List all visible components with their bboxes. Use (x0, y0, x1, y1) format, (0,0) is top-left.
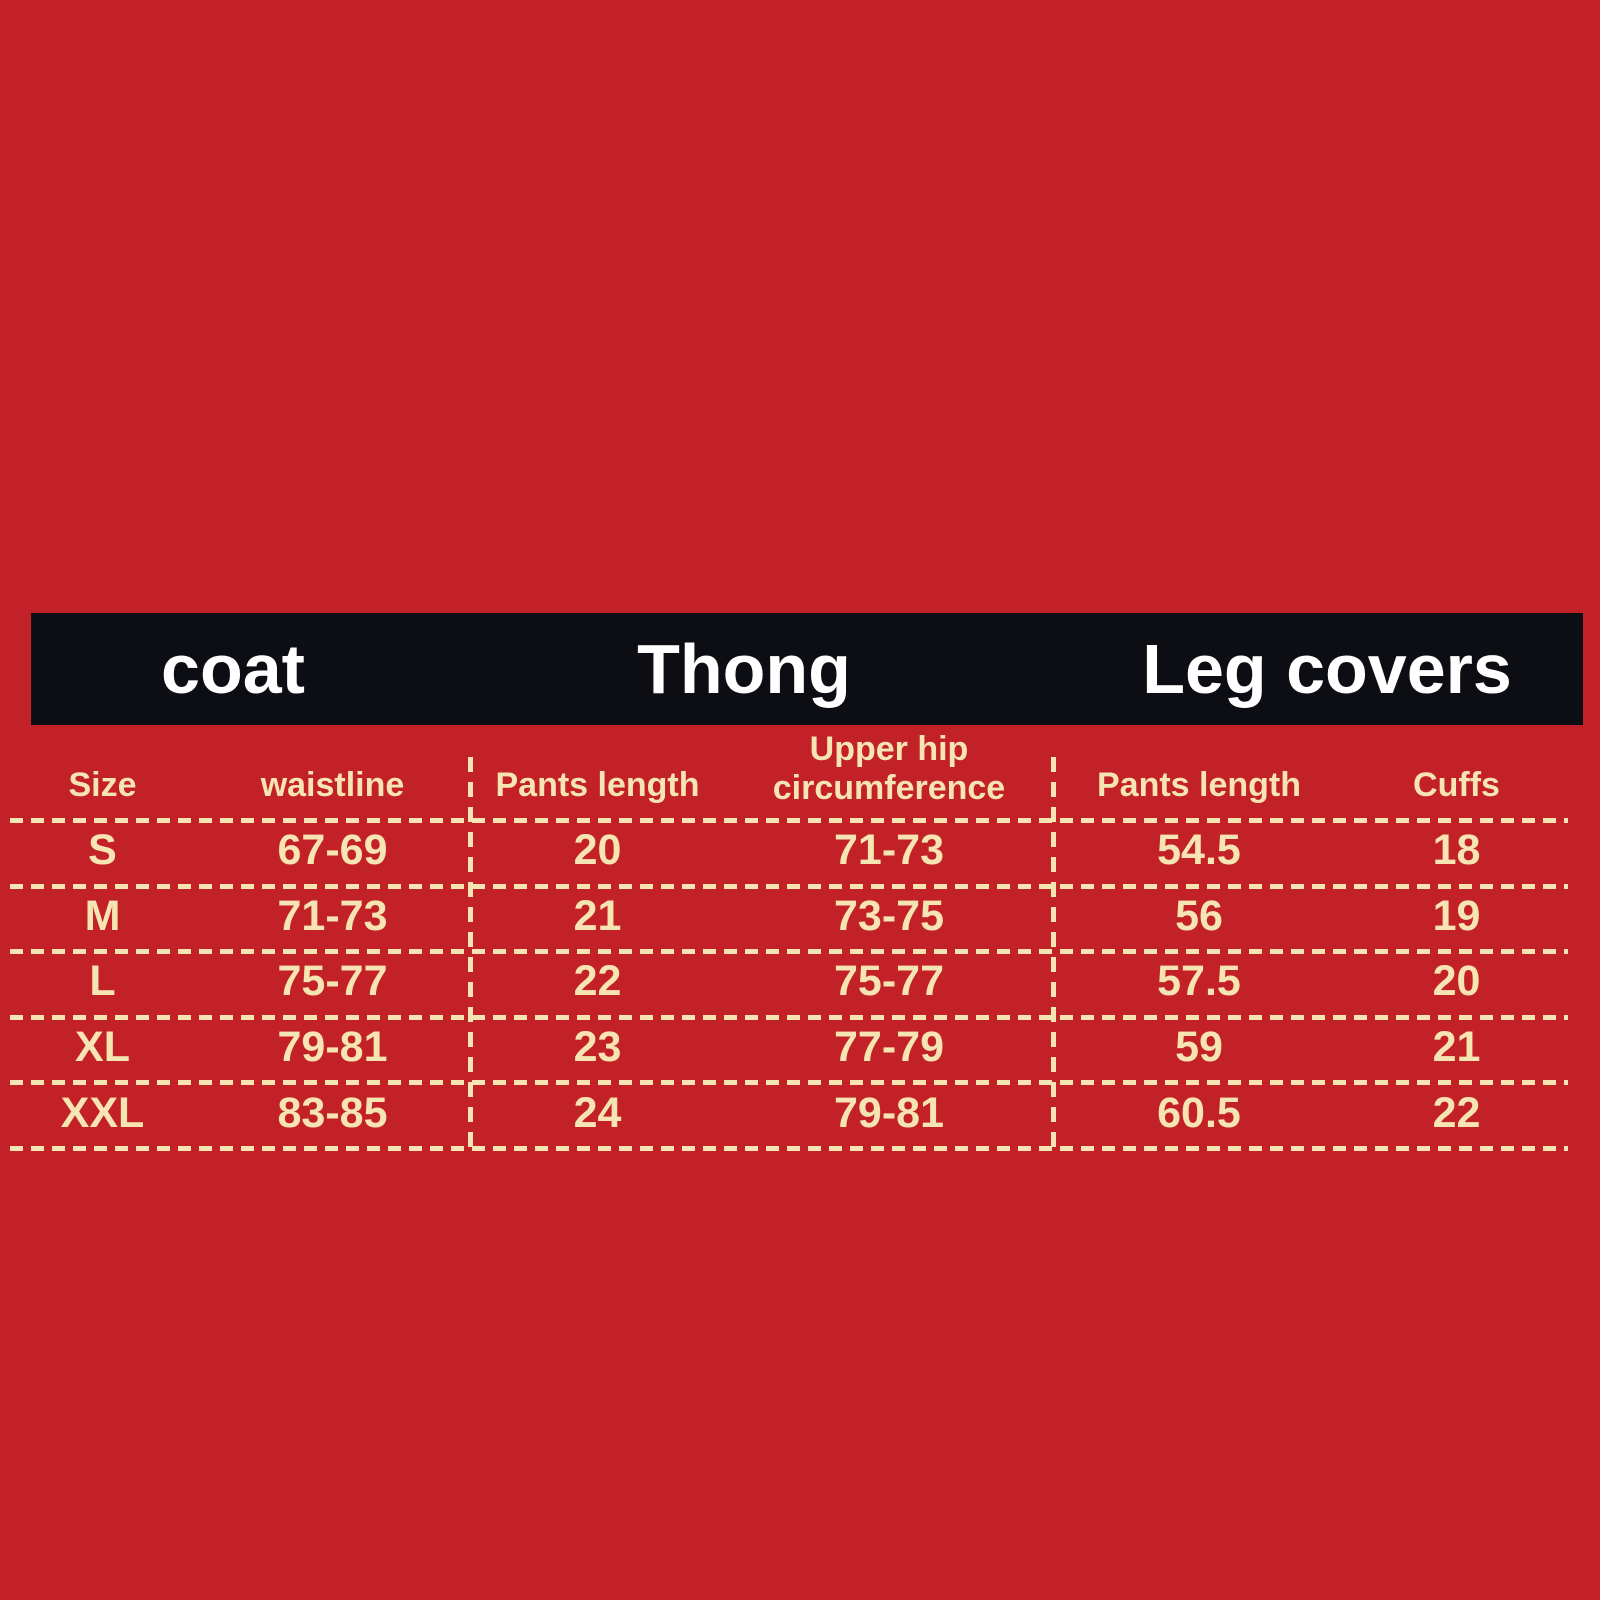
section-title-thong: Thong (637, 630, 851, 708)
cell-size: L (89, 957, 116, 1006)
section-title-coat: coat (161, 630, 305, 708)
column-header-thong-pants-length: Pants length (495, 766, 700, 804)
cell-cuffs: 20 (1432, 957, 1481, 1006)
cell-cuffs: 21 (1432, 1023, 1481, 1072)
cell-leg-pants-length: 59 (1175, 1023, 1223, 1072)
cell-leg-pants-length: 56 (1175, 891, 1223, 940)
row-divider (10, 1015, 1568, 1020)
cell-leg-pants-length: 60.5 (1157, 1088, 1241, 1137)
cell-waistline: 67-69 (277, 826, 388, 875)
row-divider (10, 949, 1568, 954)
cell-thong-pants-length: 23 (573, 1023, 622, 1072)
cell-waistline: 75-77 (277, 957, 388, 1006)
cell-upper-hip: 77-79 (834, 1023, 944, 1072)
cell-waistline: 71-73 (277, 891, 388, 940)
row-divider (10, 1146, 1568, 1151)
cell-thong-pants-length: 22 (573, 957, 622, 1006)
cell-upper-hip: 71-73 (834, 826, 944, 875)
cell-thong-pants-length: 24 (573, 1088, 622, 1137)
column-divider-thong-leg-covers (1051, 757, 1056, 1152)
cell-size: XXL (60, 1088, 145, 1137)
row-divider (10, 1080, 1568, 1085)
row-divider (10, 884, 1568, 889)
cell-waistline: 83-85 (277, 1088, 388, 1137)
size-table: Size waistline Pants length Upper hip ci… (10, 728, 1568, 1146)
column-header-waistline: waistline (260, 766, 405, 804)
cell-leg-pants-length: 57.5 (1157, 957, 1241, 1006)
cell-upper-hip: 79-81 (834, 1088, 944, 1137)
row-divider (10, 818, 1568, 823)
cell-size: M (84, 891, 121, 940)
section-title-bar: coat Thong Leg covers (31, 613, 1583, 725)
cell-size: S (88, 826, 117, 875)
cell-leg-pants-length: 54.5 (1157, 826, 1241, 875)
column-header-leg-pants-length: Pants length (1096, 766, 1302, 804)
cell-cuffs: 22 (1432, 1088, 1481, 1137)
cell-thong-pants-length: 21 (573, 891, 622, 940)
column-header-upper-hip-circumference: Upper hip circumference (772, 730, 1006, 807)
column-divider-coat-thong (468, 757, 473, 1152)
column-header-cuffs: Cuffs (1413, 766, 1500, 804)
cell-waistline: 79-81 (277, 1023, 388, 1072)
cell-upper-hip: 75-77 (834, 957, 944, 1006)
cell-upper-hip: 73-75 (834, 891, 944, 940)
cell-cuffs: 19 (1432, 891, 1481, 940)
column-header-size: Size (68, 766, 137, 804)
section-title-leg-covers: Leg covers (1142, 630, 1512, 708)
cell-thong-pants-length: 20 (573, 826, 622, 875)
cell-cuffs: 18 (1432, 826, 1481, 875)
cell-size: XL (75, 1023, 130, 1072)
